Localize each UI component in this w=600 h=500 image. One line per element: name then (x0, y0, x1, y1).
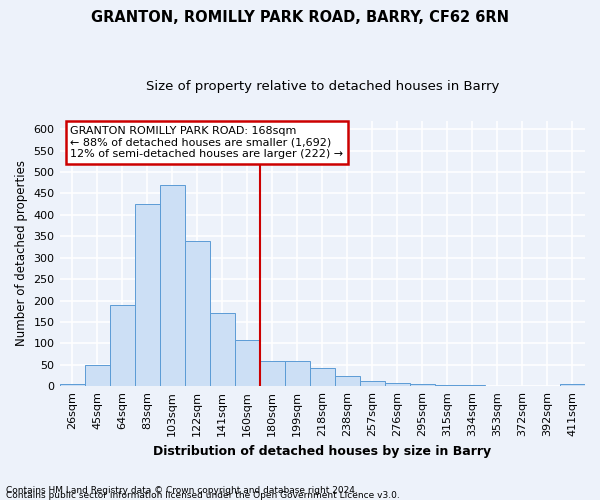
Bar (160, 185, 185, 386)
Bar (185, 240, 209, 386)
Title: Size of property relative to detached houses in Barry: Size of property relative to detached ho… (146, 80, 499, 93)
Text: Contains public sector information licensed under the Open Government Licence v3: Contains public sector information licen… (6, 491, 400, 500)
Text: Contains HM Land Registry data © Crown copyright and database right 2024.: Contains HM Land Registry data © Crown c… (6, 486, 358, 495)
Text: GRANTON, ROMILLY PARK ROAD, BARRY, CF62 6RN: GRANTON, ROMILLY PARK ROAD, BARRY, CF62 … (91, 10, 509, 25)
Bar (260, 360, 285, 386)
Bar (285, 360, 310, 386)
Bar (335, 376, 360, 386)
Bar (560, 384, 585, 386)
Bar (85, 365, 110, 386)
Bar (410, 384, 435, 386)
Bar (310, 368, 335, 386)
Text: GRANTON ROMILLY PARK ROAD: 168sqm
← 88% of detached houses are smaller (1,692)
1: GRANTON ROMILLY PARK ROAD: 168sqm ← 88% … (70, 126, 343, 159)
Bar (385, 383, 410, 386)
Bar (59, 384, 85, 386)
Y-axis label: Number of detached properties: Number of detached properties (15, 160, 28, 346)
X-axis label: Distribution of detached houses by size in Barry: Distribution of detached houses by size … (153, 444, 491, 458)
Bar (435, 385, 460, 386)
Bar (209, 312, 235, 386)
Bar (360, 381, 385, 386)
Bar (134, 204, 160, 386)
Bar (235, 340, 260, 386)
Bar (110, 305, 134, 386)
